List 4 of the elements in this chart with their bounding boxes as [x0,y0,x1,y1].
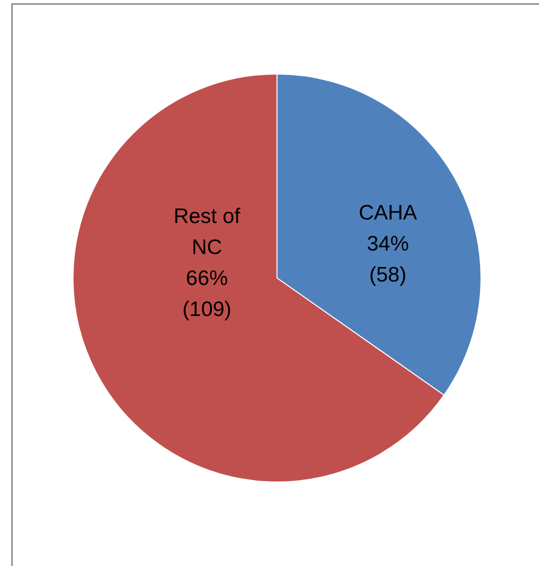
slice-label: Rest of NC [174,204,240,259]
data-label: 34% (58) [366,232,409,287]
slice-label: CAHA [358,202,418,225]
data-label: 66% (109) [182,266,232,321]
